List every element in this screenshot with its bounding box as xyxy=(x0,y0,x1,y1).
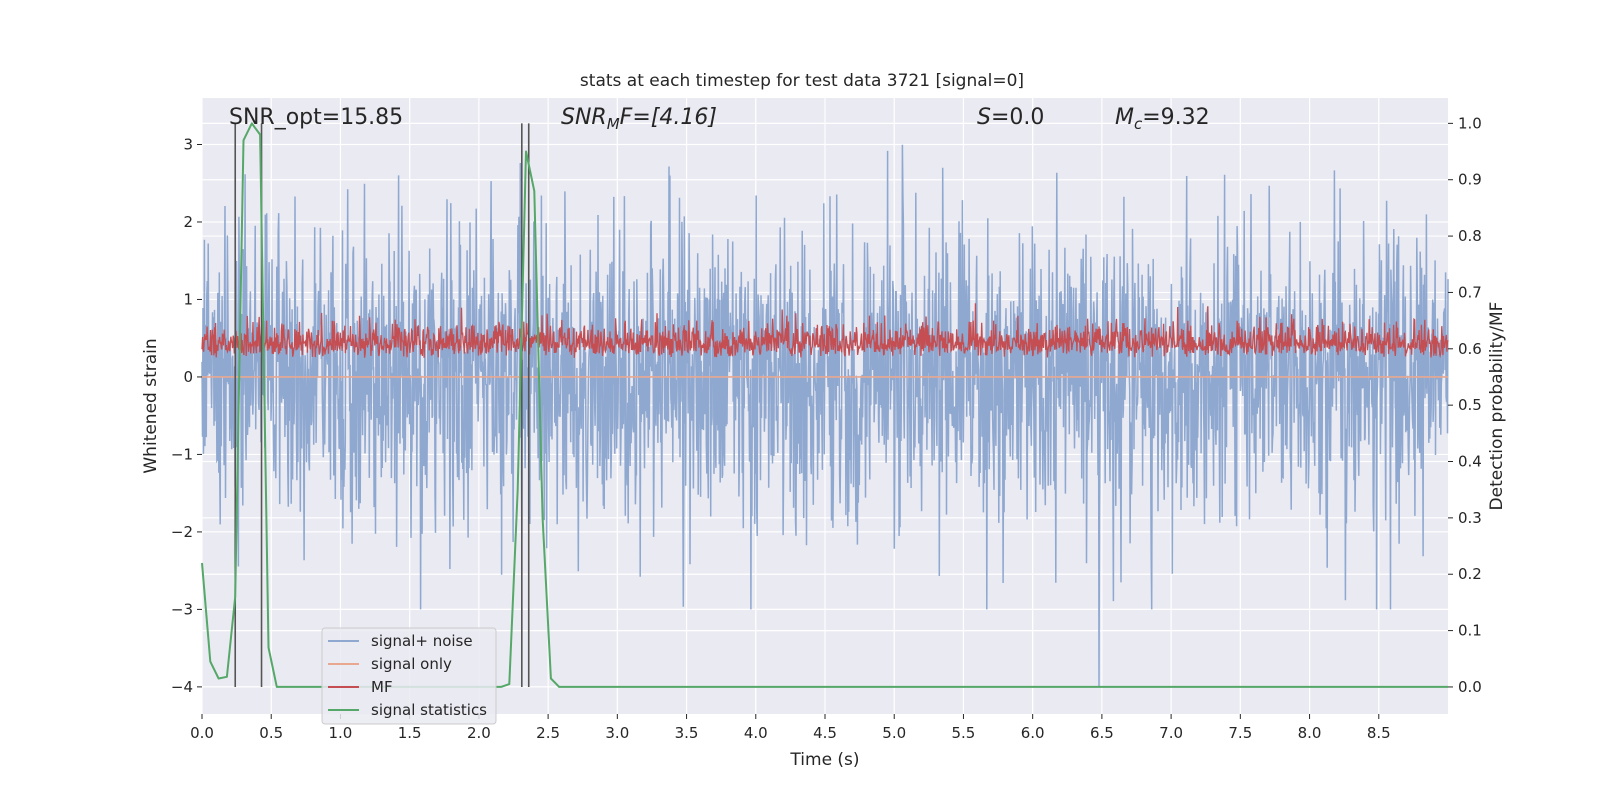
y-tick-label: 2 xyxy=(183,213,193,231)
right-tick-label: 0.5 xyxy=(1458,396,1482,414)
x-tick-label: 6.5 xyxy=(1090,724,1114,742)
snr-mf-main: SNR xyxy=(561,105,607,130)
signal-noise-series xyxy=(201,144,1449,687)
x-tick-label: 1.5 xyxy=(398,724,422,742)
y-tick-label: 0 xyxy=(183,368,193,386)
x-tick-label: 0.0 xyxy=(190,724,214,742)
snr-opt-annotation: SNR_opt=15.85 xyxy=(229,105,403,130)
y-tick-label: −4 xyxy=(171,678,193,696)
x-tick-label: 2.0 xyxy=(467,724,491,742)
legend-label-signal-statistics: signal statistics xyxy=(371,701,487,719)
y-axis-ticks: −4 −3 −2 −1 0 1 2 3 xyxy=(171,135,202,696)
s-main: S xyxy=(977,105,991,130)
right-tick-label: 0.9 xyxy=(1458,171,1482,189)
right-tick-label: 0.8 xyxy=(1458,227,1482,245)
mc-annotation: Mc=9.32 xyxy=(1115,105,1210,133)
x-tick-label: 5.0 xyxy=(882,724,906,742)
snr-mf-sub: M xyxy=(607,115,620,133)
right-tick-label: 1.0 xyxy=(1458,114,1482,132)
right-axis-label: Detection probability/MF xyxy=(1487,302,1507,511)
x-axis-label: Time (s) xyxy=(789,750,859,770)
snr-mf-rest: F=[4.16] xyxy=(620,105,717,130)
y-tick-label: 1 xyxy=(183,290,193,308)
legend-label-signal-only: signal only xyxy=(371,655,452,673)
x-tick-label: 5.5 xyxy=(952,724,976,742)
x-tick-label: 4.0 xyxy=(744,724,768,742)
right-tick-label: 0.1 xyxy=(1458,622,1482,640)
legend-frame xyxy=(321,627,497,725)
chart-title: stats at each timestep for test data 372… xyxy=(580,71,1024,91)
right-tick-label: 0.0 xyxy=(1458,678,1482,696)
mc-main: M xyxy=(1115,105,1134,130)
right-tick-label: 0.7 xyxy=(1458,283,1482,301)
x-tick-label: 8.5 xyxy=(1367,724,1391,742)
right-axis-ticks: 0.0 0.1 0.2 0.3 0.4 0.5 0.6 0.7 0.8 0.9 1.0 xyxy=(1448,114,1482,696)
s-rest: =0.0 xyxy=(991,105,1044,130)
y-tick-label: 3 xyxy=(183,135,193,153)
right-tick-label: 0.3 xyxy=(1458,509,1482,527)
marker-lines xyxy=(234,123,530,687)
x-tick-label: 7.0 xyxy=(1159,724,1183,742)
y-tick-label: −2 xyxy=(171,523,193,541)
y-tick-label: −1 xyxy=(171,445,193,463)
x-tick-label: 3.0 xyxy=(605,724,629,742)
mc-rest: =9.32 xyxy=(1142,105,1209,130)
signal-noise-line xyxy=(201,144,1449,687)
x-tick-label: 3.5 xyxy=(675,724,699,742)
legend-label-signal-noise: signal+ noise xyxy=(371,632,473,650)
right-tick-label: 0.6 xyxy=(1458,340,1482,358)
mc-sub: c xyxy=(1134,115,1143,133)
y-tick-label: −3 xyxy=(171,600,193,618)
x-tick-label: 0.5 xyxy=(259,724,283,742)
x-axis-ticks: 0.0 0.5 1.0 1.5 2.0 2.5 3.0 3.5 4.0 4.5 5.0 5.5 6.0 6… xyxy=(190,714,1391,742)
right-tick-label: 0.2 xyxy=(1458,565,1482,583)
x-tick-label: 6.0 xyxy=(1021,724,1045,742)
legend-label-mf: MF xyxy=(371,678,393,696)
annotations: SNR_opt=15.85 SNRMF=[4.16] S=0.0 Mc=9.32 xyxy=(229,105,1210,133)
legend: signal+ noise signal only MF signal stat… xyxy=(321,627,497,725)
s-annotation: S=0.0 xyxy=(977,105,1044,130)
right-tick-label: 0.4 xyxy=(1458,453,1482,471)
x-tick-label: 8.0 xyxy=(1298,724,1322,742)
mf-line xyxy=(201,303,1449,359)
signal-statistics-line xyxy=(201,122,1448,688)
x-tick-label: 4.5 xyxy=(813,724,837,742)
x-tick-label: 2.5 xyxy=(536,724,560,742)
snr-mf-annotation: SNRMF=[4.16] xyxy=(561,105,717,133)
signal-statistics-series xyxy=(201,122,1448,688)
x-tick-label: 7.5 xyxy=(1228,724,1252,742)
y-axis-label: Whitened strain xyxy=(141,338,161,473)
mf-series xyxy=(201,303,1449,359)
x-tick-label: 1.0 xyxy=(329,724,353,742)
